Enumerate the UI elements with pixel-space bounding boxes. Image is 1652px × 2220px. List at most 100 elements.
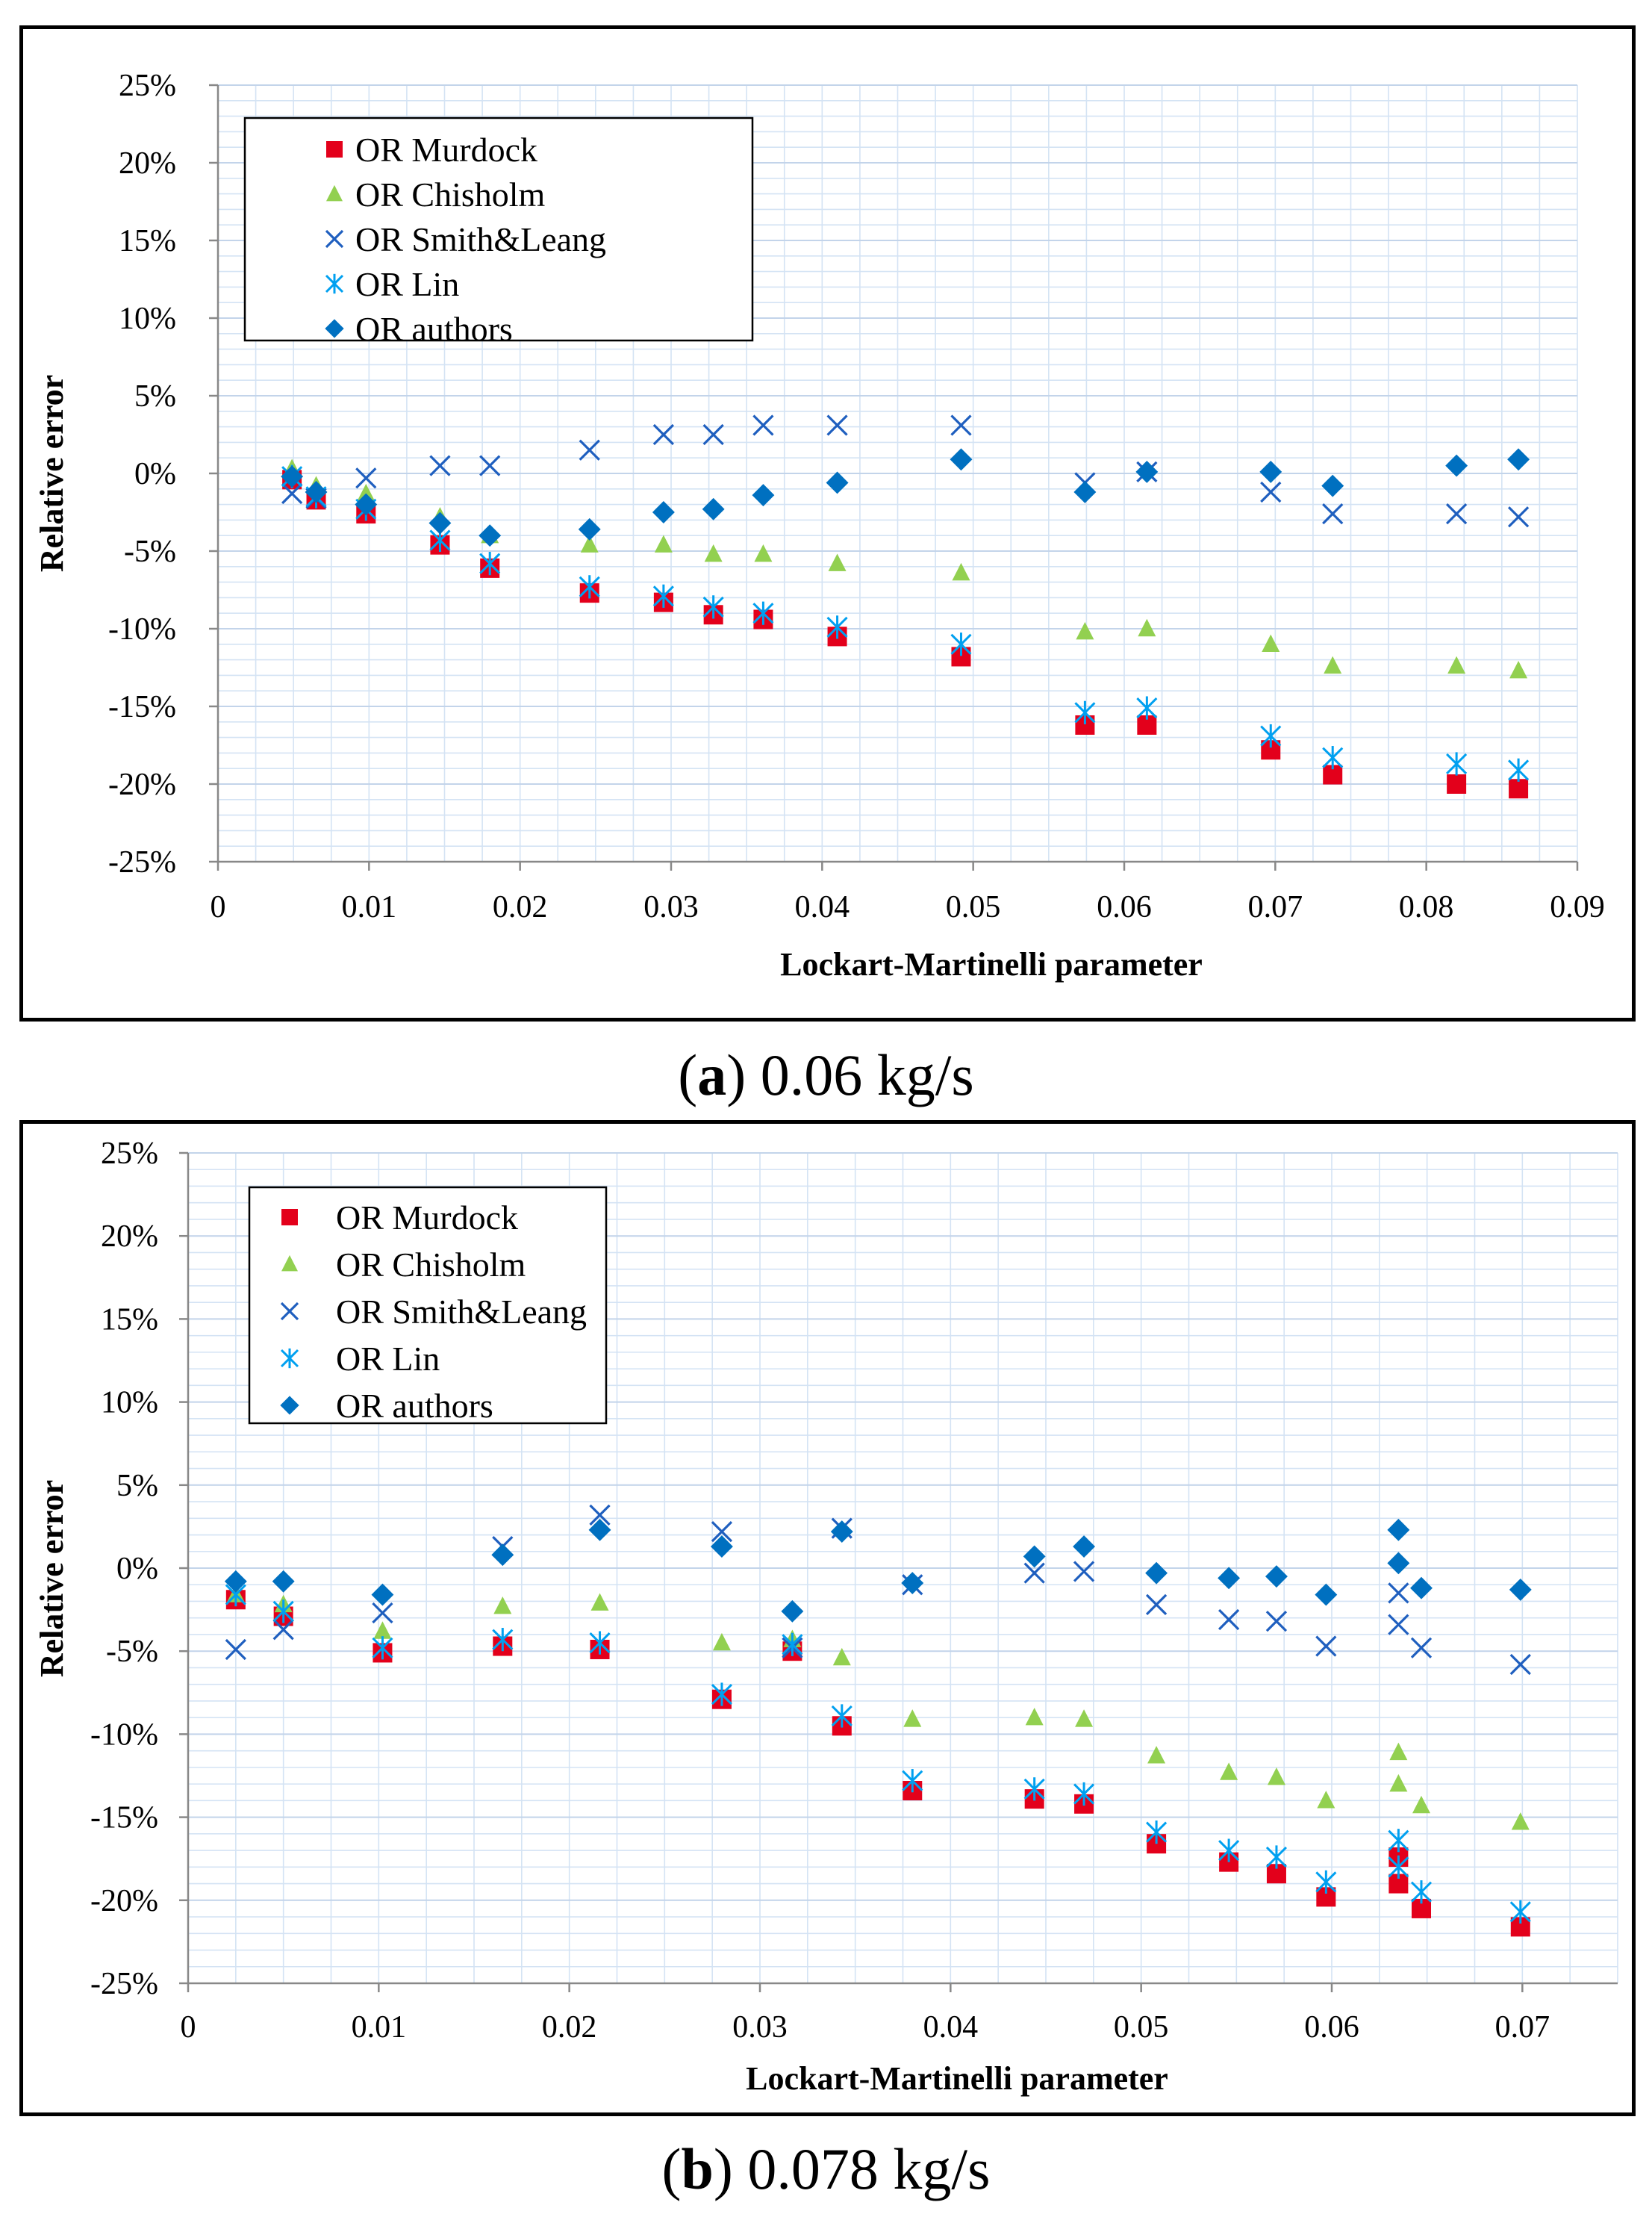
chart-a-point bbox=[652, 501, 675, 523]
chart-b-point bbox=[1023, 1777, 1045, 1801]
panel-a-caption-letter: a bbox=[697, 1042, 727, 1107]
chart-b-x-tick-label: 0.02 bbox=[542, 2010, 597, 2045]
chart-b-point bbox=[1509, 1653, 1531, 1676]
chart-b-point bbox=[1220, 1762, 1238, 1780]
chart-b-legend-label: OR authors bbox=[336, 1387, 493, 1425]
chart-b-point bbox=[1315, 1870, 1337, 1894]
chart-b-point bbox=[1410, 1637, 1433, 1658]
chart-a-point bbox=[950, 632, 972, 656]
chart-b-point bbox=[1073, 1782, 1095, 1806]
chart-a-point bbox=[1138, 618, 1156, 637]
chart-b-point bbox=[1410, 1880, 1433, 1904]
chart-a-point bbox=[1508, 758, 1530, 782]
chart-b-y-tick-label: -20% bbox=[90, 1884, 158, 1918]
chart-b-point bbox=[1315, 1635, 1337, 1657]
panel-a-caption: (a) 0.06 kg/s bbox=[678, 1042, 974, 1107]
chart-b-point bbox=[902, 1769, 923, 1793]
chart-a-point bbox=[754, 544, 773, 562]
chart-a-series-2 bbox=[281, 414, 1530, 528]
chart-a-point bbox=[1260, 724, 1282, 748]
chart-b-point bbox=[272, 1570, 295, 1593]
chart-a-point bbox=[1076, 621, 1094, 640]
chart-a-legend-label: OR Smith&Leang bbox=[355, 220, 606, 258]
chart-b-y-tick-label: 0% bbox=[116, 1552, 158, 1586]
chart-b-y-tick-label: 25% bbox=[101, 1137, 158, 1171]
chart-b-point bbox=[589, 1504, 611, 1526]
chart-a-point bbox=[579, 575, 600, 599]
chart-a-point bbox=[479, 455, 501, 476]
chart-a-x-axis-label: Lockart-Martinelli parameter bbox=[780, 946, 1203, 983]
chart-a-point bbox=[1447, 656, 1466, 674]
chart-b-y-tick-label: -25% bbox=[90, 1967, 158, 2001]
chart-a-legend-label: OR authors bbox=[355, 310, 513, 348]
chart-a-point bbox=[752, 484, 775, 507]
chart-b-point bbox=[832, 1647, 851, 1666]
chart-b: 25% 20% 15% 10% 5% 0% -5% -10% -15% -20% -25% 0 0.01… bbox=[34, 1137, 1618, 2097]
chart-b-point bbox=[1145, 1561, 1168, 1585]
chart-a-point bbox=[952, 562, 970, 581]
chart-a-point bbox=[357, 483, 375, 502]
chart-b-point bbox=[1388, 1855, 1409, 1879]
chart-a-point bbox=[702, 423, 724, 446]
chart-b-point bbox=[1073, 1535, 1096, 1558]
chart-a-point bbox=[702, 497, 725, 520]
chart-b-y-axis-label: Relative error bbox=[34, 1480, 70, 1677]
chart-a-point bbox=[752, 414, 774, 436]
chart-a-point bbox=[479, 524, 502, 547]
chart-b-legend-label: OR Murdock bbox=[336, 1198, 518, 1237]
chart-b-x-tick-label: 0.01 bbox=[352, 2010, 407, 2045]
chart-a-point bbox=[479, 552, 501, 576]
chart-b-y-tick-label: 15% bbox=[101, 1302, 158, 1337]
chart-a-point bbox=[826, 615, 848, 639]
chart-a-point bbox=[305, 481, 328, 503]
chart-a-point bbox=[355, 467, 377, 489]
chart-a-point bbox=[1446, 752, 1468, 776]
chart-b-x-tick-label: 0.07 bbox=[1495, 2010, 1550, 2045]
chart-a-x-tick-label: 0.05 bbox=[946, 890, 1001, 924]
chart-b-x-axis-label: Lockart-Martinelli parameter bbox=[746, 2060, 1168, 2097]
chart-b-point bbox=[1265, 1845, 1288, 1869]
chart-b-x-tick-label: 0.04 bbox=[923, 2010, 979, 2045]
chart-b-point bbox=[710, 1535, 733, 1558]
chart-b-legend-marker bbox=[280, 1396, 299, 1415]
chart-a-point bbox=[654, 535, 673, 553]
chart-a-point bbox=[950, 414, 972, 436]
chart-a-point bbox=[950, 448, 973, 471]
chart-a-x-tick-label: 0.01 bbox=[342, 890, 397, 924]
chart-a-legend-marker bbox=[325, 229, 344, 249]
chart-b-point bbox=[1388, 1582, 1409, 1604]
chart-a-legend-marker bbox=[326, 141, 343, 158]
chart-a-point bbox=[281, 465, 304, 488]
chart-b-point bbox=[1147, 1746, 1166, 1764]
chart-a-point bbox=[429, 455, 451, 476]
chart-a-y-tick-label: 25% bbox=[119, 69, 176, 103]
chart-b-point bbox=[372, 1602, 393, 1624]
chart-b-y-tick-label: -10% bbox=[90, 1717, 158, 1752]
chart-b-series-3 bbox=[225, 1582, 1531, 1924]
chart-a-point bbox=[1446, 503, 1468, 525]
chart-b-point bbox=[1387, 1518, 1410, 1541]
chart-b-point bbox=[1075, 1709, 1094, 1727]
chart-a-series-3 bbox=[281, 464, 1530, 782]
chart-a-point bbox=[826, 414, 848, 436]
chart-a-point bbox=[702, 595, 724, 619]
chart-b-y-tick-label: -15% bbox=[90, 1801, 158, 1835]
chart-a-legend-marker bbox=[325, 273, 344, 294]
chart-b-y-tick-label: -5% bbox=[106, 1635, 158, 1669]
chart-a-point bbox=[428, 512, 452, 535]
chart-a-point bbox=[1259, 460, 1282, 483]
chart-a-point bbox=[1136, 696, 1158, 720]
chart-b-point bbox=[1387, 1552, 1410, 1575]
chart-a-point bbox=[281, 482, 303, 505]
chart-b-point bbox=[831, 1704, 853, 1728]
chart-b-point bbox=[1073, 1561, 1095, 1582]
chart-a-point bbox=[826, 471, 849, 494]
chart-a-point bbox=[580, 535, 599, 553]
chart-b-point bbox=[782, 1632, 803, 1656]
chart-b-point bbox=[493, 1596, 512, 1614]
chart-a-point bbox=[752, 601, 774, 625]
chart-a-legend-label: OR Murdock bbox=[355, 131, 537, 169]
panel-b-caption-text: 0.078 kg/s bbox=[747, 2136, 991, 2201]
chart-b-point bbox=[492, 1628, 514, 1652]
chart-a-y-axis-label: Relative error bbox=[34, 375, 70, 572]
